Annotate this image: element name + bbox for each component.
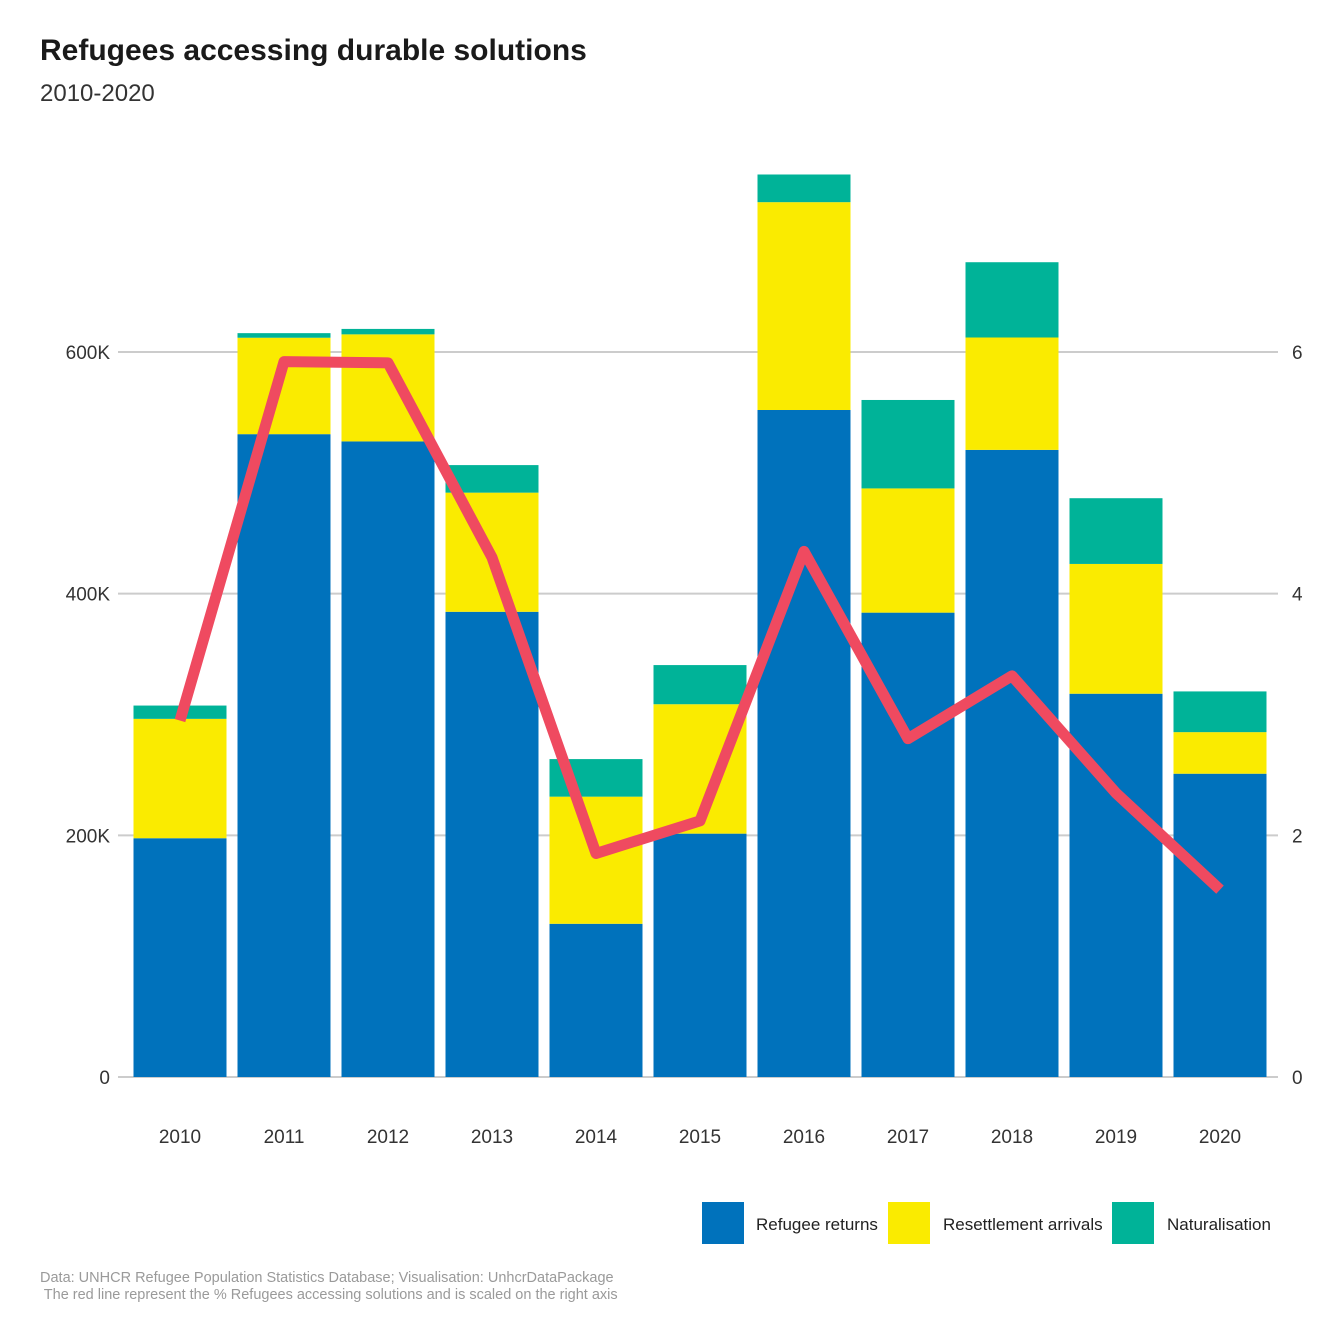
bar-naturalisation	[342, 329, 435, 334]
x-tick-label: 2019	[1095, 1127, 1137, 1148]
legend: Refugee returns Resettlement arrivals Natu…	[702, 1202, 1271, 1244]
bar-resettlement-arrivals	[862, 488, 955, 612]
y-tick-label-right: 4	[1292, 585, 1303, 606]
bar-refugee-returns	[654, 834, 747, 1077]
bars	[134, 174, 1267, 1077]
bar-resettlement-arrivals	[238, 338, 331, 434]
x-tick-label: 2010	[159, 1127, 201, 1148]
bar-refugee-returns	[446, 612, 539, 1077]
y-tick-label-left: 400K	[66, 585, 111, 606]
x-tick-label: 2012	[367, 1127, 409, 1148]
x-tick-label: 2015	[679, 1127, 721, 1148]
solutions-rate-line	[180, 362, 1220, 890]
bar-naturalisation	[1174, 691, 1267, 732]
bar-resettlement-arrivals	[134, 719, 227, 838]
solutions-line	[180, 362, 1220, 890]
bar-resettlement-arrivals	[550, 797, 643, 924]
bar-refugee-returns	[758, 410, 851, 1077]
bar-refugee-returns	[134, 838, 227, 1077]
legend-swatch-resettlement-arrivals	[888, 1202, 930, 1244]
x-tick-label: 2014	[575, 1127, 618, 1148]
bar-resettlement-arrivals	[1070, 564, 1163, 694]
caption-source: Data: UNHCR Refugee Population Statistic…	[40, 1270, 614, 1286]
y-tick-label-right: 2	[1292, 826, 1303, 847]
y-tick-label-left: 200K	[66, 826, 111, 847]
legend-swatch-naturalisation	[1112, 1202, 1154, 1244]
y-tick-label-right: 6	[1292, 343, 1303, 364]
x-tick-label: 2013	[471, 1127, 513, 1148]
bar-resettlement-arrivals	[758, 202, 851, 410]
y-tick-label-left: 600K	[66, 343, 111, 364]
bar-naturalisation	[966, 262, 1059, 337]
x-tick-label: 2016	[783, 1127, 825, 1148]
x-tick-label: 2020	[1199, 1127, 1241, 1148]
bar-refugee-returns	[550, 924, 643, 1077]
caption-note: The red line represent the % Refugees ac…	[40, 1287, 618, 1303]
chart-caption: Data: UNHCR Refugee Population Statistic…	[40, 1270, 618, 1304]
bar-naturalisation	[758, 174, 851, 202]
bar-resettlement-arrivals	[966, 338, 1059, 450]
x-tick-label: 2017	[887, 1127, 929, 1148]
y-tick-label-right: 0	[1292, 1068, 1303, 1089]
x-tick-label: 2018	[991, 1127, 1033, 1148]
legend-label-naturalisation: Naturalisation	[1167, 1215, 1271, 1234]
y-tick-label-left: 0	[99, 1068, 110, 1089]
bar-resettlement-arrivals	[1174, 732, 1267, 774]
legend-swatch-refugee-returns	[702, 1202, 744, 1244]
bar-naturalisation	[1070, 498, 1163, 564]
legend-label-refugee-returns: Refugee returns	[756, 1215, 878, 1234]
x-tick-label: 2011	[264, 1127, 305, 1148]
bar-naturalisation	[238, 333, 331, 338]
bar-refugee-returns	[238, 434, 331, 1077]
bar-refugee-returns	[1174, 774, 1267, 1077]
bar-naturalisation	[654, 665, 747, 704]
bar-refugee-returns	[342, 441, 435, 1077]
bar-refugee-returns	[966, 450, 1059, 1077]
bar-naturalisation	[862, 400, 955, 488]
legend-label-resettlement-arrivals: Resettlement arrivals	[943, 1215, 1103, 1234]
